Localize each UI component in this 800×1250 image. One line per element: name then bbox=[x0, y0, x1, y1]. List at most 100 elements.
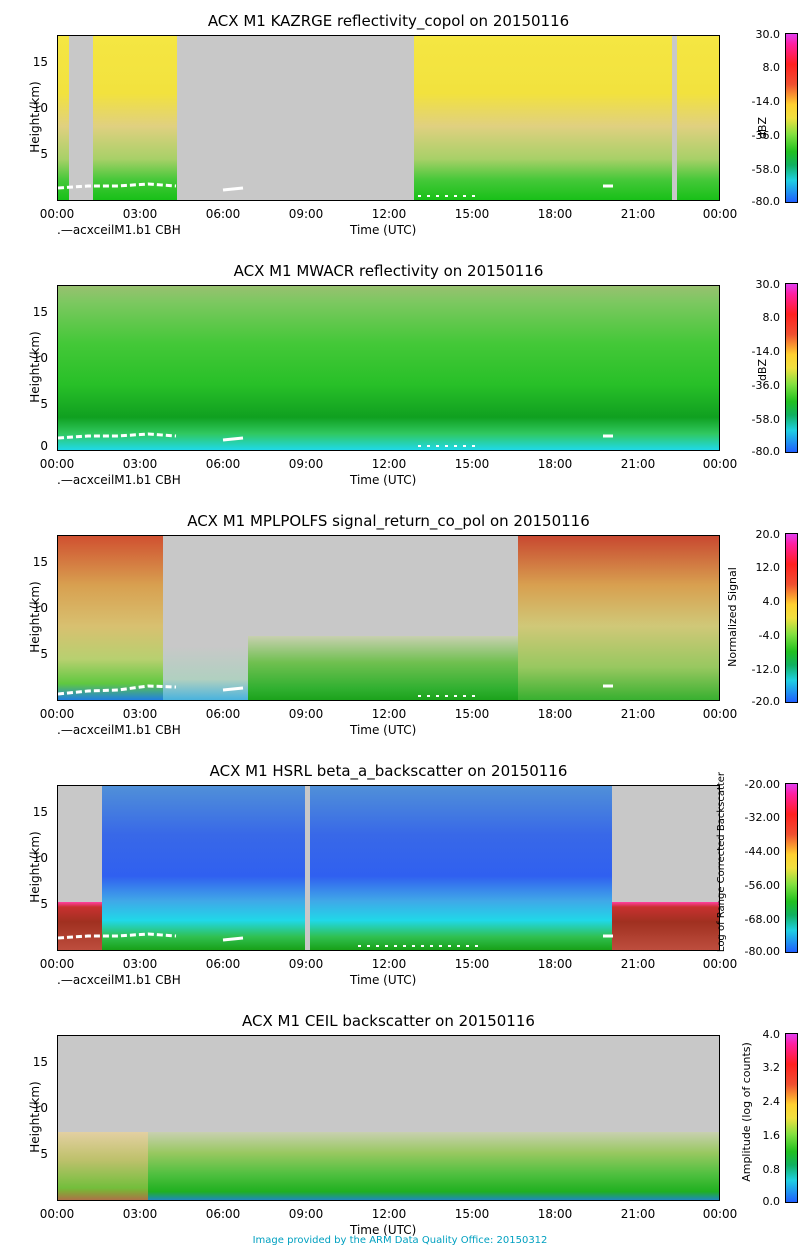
x-tick: 00:00 bbox=[702, 957, 738, 971]
missing-gap bbox=[69, 36, 93, 200]
chart-title: ACX M1 KAZRGE reflectivity_copol on 2015… bbox=[207, 12, 570, 30]
x-tick: 03:00 bbox=[122, 457, 158, 471]
x-tick: 21:00 bbox=[620, 707, 656, 721]
cbh-overlay bbox=[58, 432, 613, 447]
overlay-label: .—acxceilM1.b1 CBH bbox=[57, 223, 181, 237]
colorbar-tick: -80.00 bbox=[744, 945, 780, 958]
colorbar-tick: -80.0 bbox=[751, 195, 780, 208]
colorbar-tick: -36.0 bbox=[751, 379, 780, 392]
y-tick: 15 bbox=[32, 555, 48, 569]
overlay-label: .—acxceilM1.b1 CBH bbox=[57, 723, 181, 737]
signal-band bbox=[58, 536, 163, 700]
y-tick: 0 bbox=[40, 439, 48, 453]
colorbar-tick: 12.0 bbox=[755, 561, 781, 574]
missing-gap bbox=[672, 36, 677, 200]
chart-title: ACX M1 MPLPOLFS signal_return_co_pol on … bbox=[187, 512, 590, 530]
colorbar-tick: 4.0 bbox=[762, 595, 781, 608]
colorbar bbox=[785, 33, 798, 203]
x-tick: 06:00 bbox=[205, 457, 241, 471]
x-tick: 06:00 bbox=[205, 1207, 241, 1221]
footer-credit: Image provided by the ARM Data Quality O… bbox=[252, 1235, 548, 1246]
colorbar-tick: 4.0 bbox=[762, 1028, 781, 1041]
x-tick: 09:00 bbox=[288, 1207, 324, 1221]
colorbar-tick: 8.0 bbox=[762, 61, 781, 74]
x-tick: 09:00 bbox=[288, 207, 324, 221]
x-axis-label: Time (UTC) bbox=[350, 1223, 417, 1237]
x-tick: 00:00 bbox=[39, 457, 75, 471]
plot-area bbox=[57, 35, 720, 201]
x-tick: 21:00 bbox=[620, 207, 656, 221]
cbh-overlay bbox=[58, 182, 613, 197]
colorbar-tick: 30.0 bbox=[755, 28, 781, 41]
y-tick: 5 bbox=[40, 1147, 48, 1161]
x-axis-label: Time (UTC) bbox=[350, 723, 417, 737]
colorbar-tick: -20.00 bbox=[744, 778, 780, 791]
x-tick: 12:00 bbox=[371, 957, 407, 971]
x-axis-label: Time (UTC) bbox=[350, 473, 417, 487]
plot-area bbox=[57, 535, 720, 701]
colorbar-tick: 20.0 bbox=[755, 528, 781, 541]
panel-mplpolfs: ACX M1 MPLPOLFS signal_return_co_pol on … bbox=[0, 500, 800, 750]
x-tick: 03:00 bbox=[122, 957, 158, 971]
colorbar-unit: Amplitude (log of counts) bbox=[740, 1042, 753, 1182]
x-tick: 15:00 bbox=[454, 1207, 490, 1221]
y-tick: 10 bbox=[32, 101, 48, 115]
x-tick: 12:00 bbox=[371, 707, 407, 721]
colorbar-tick: -14.0 bbox=[751, 345, 780, 358]
panel-hsrl: ACX M1 HSRL beta_a_backscatter on 201501… bbox=[0, 750, 800, 1000]
colorbar-tick: -12.0 bbox=[751, 663, 780, 676]
colorbar-tick: 0.0 bbox=[762, 1195, 781, 1208]
colorbar-unit: dBZ bbox=[756, 358, 769, 382]
y-tick: 15 bbox=[32, 805, 48, 819]
x-tick: 18:00 bbox=[537, 707, 573, 721]
overlay-label: .—acxceilM1.b1 CBH bbox=[57, 973, 181, 987]
echo-band bbox=[58, 286, 719, 450]
y-tick: 15 bbox=[32, 1055, 48, 1069]
chart-title: ACX M1 HSRL beta_a_backscatter on 201501… bbox=[209, 762, 568, 780]
x-tick: 09:00 bbox=[288, 707, 324, 721]
colorbar-tick: 0.8 bbox=[762, 1163, 781, 1176]
x-tick: 00:00 bbox=[39, 207, 75, 221]
colorbar-tick: -80.0 bbox=[751, 445, 780, 458]
x-tick: 15:00 bbox=[454, 457, 490, 471]
colorbar-tick: -36.0 bbox=[751, 129, 780, 142]
colorbar-tick: -44.00 bbox=[744, 845, 780, 858]
colorbar-tick: 3.2 bbox=[762, 1061, 781, 1074]
panel-ceil: ACX M1 CEIL backscatter on 20150116 15 1… bbox=[0, 1000, 800, 1250]
colorbar-tick: -68.00 bbox=[744, 913, 780, 926]
x-tick: 18:00 bbox=[537, 457, 573, 471]
x-tick: 15:00 bbox=[454, 207, 490, 221]
x-tick: 03:00 bbox=[122, 707, 158, 721]
x-tick: 06:00 bbox=[205, 707, 241, 721]
signal-band bbox=[102, 786, 612, 950]
y-tick: 10 bbox=[32, 601, 48, 615]
x-tick: 00:00 bbox=[39, 707, 75, 721]
colorbar-unit: Normalized Signal bbox=[726, 567, 739, 667]
x-tick: 00:00 bbox=[702, 207, 738, 221]
x-tick: 00:00 bbox=[702, 707, 738, 721]
y-axis-label: Height (km) bbox=[28, 81, 42, 153]
x-axis-label: Time (UTC) bbox=[350, 973, 417, 987]
missing-gap bbox=[305, 786, 310, 950]
x-tick: 12:00 bbox=[371, 207, 407, 221]
x-tick: 15:00 bbox=[454, 707, 490, 721]
y-tick: 10 bbox=[32, 851, 48, 865]
y-tick: 15 bbox=[32, 55, 48, 69]
x-tick: 00:00 bbox=[702, 1207, 738, 1221]
cbh-overlay bbox=[58, 684, 613, 697]
panel-kazrge: ACX M1 KAZRGE reflectivity_copol on 2015… bbox=[0, 0, 800, 250]
signal-band bbox=[163, 646, 248, 700]
x-axis-label: Time (UTC) bbox=[350, 223, 417, 237]
x-tick: 03:00 bbox=[122, 207, 158, 221]
x-tick: 06:00 bbox=[205, 957, 241, 971]
x-tick: 00:00 bbox=[702, 457, 738, 471]
y-axis-label: Height (km) bbox=[28, 331, 42, 403]
x-tick: 21:00 bbox=[620, 457, 656, 471]
colorbar-tick: 1.6 bbox=[762, 1129, 781, 1142]
x-tick: 18:00 bbox=[537, 957, 573, 971]
colorbar bbox=[785, 283, 798, 453]
y-tick: 5 bbox=[40, 397, 48, 411]
x-tick: 15:00 bbox=[454, 957, 490, 971]
chart-title: ACX M1 MWACR reflectivity on 20150116 bbox=[233, 262, 544, 280]
colorbar bbox=[785, 783, 798, 953]
